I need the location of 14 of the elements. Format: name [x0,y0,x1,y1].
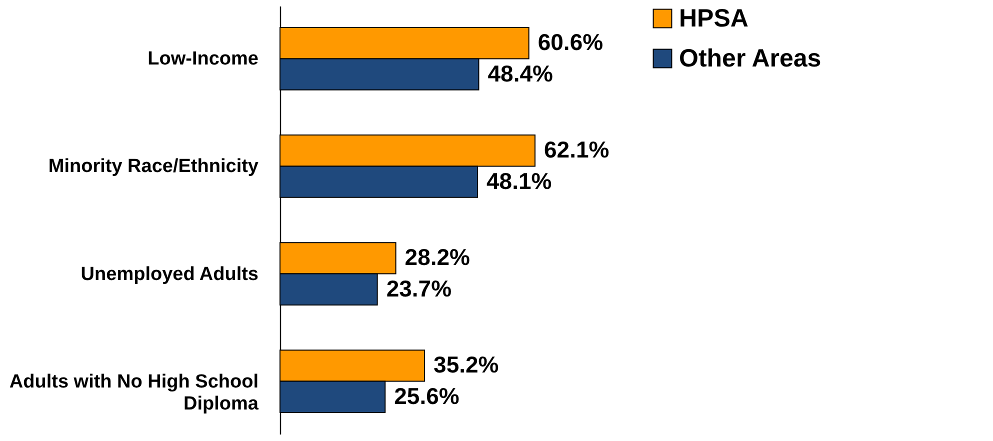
y-tick-label: Unemployed Adults [80,264,258,285]
y-tick-label: Adults with No High School Diploma [9,371,259,414]
data-label: 25.6% [394,382,460,409]
y-tick-label: Minority Race/Ethnicity [48,156,259,178]
data-label: 62.1% [544,136,610,163]
data-label: 60.6% [538,29,604,56]
y-tick-label: Low-Income [148,48,258,70]
data-label: 48.1% [486,168,552,194]
legend-label: HPSA [679,4,748,32]
data-label: 28.2% [404,244,470,270]
data-label: 35.2% [434,352,499,378]
legend-label: Other Areas [679,44,822,72]
data-label: 48.4% [488,60,553,86]
data-label: 23.7% [386,275,452,302]
